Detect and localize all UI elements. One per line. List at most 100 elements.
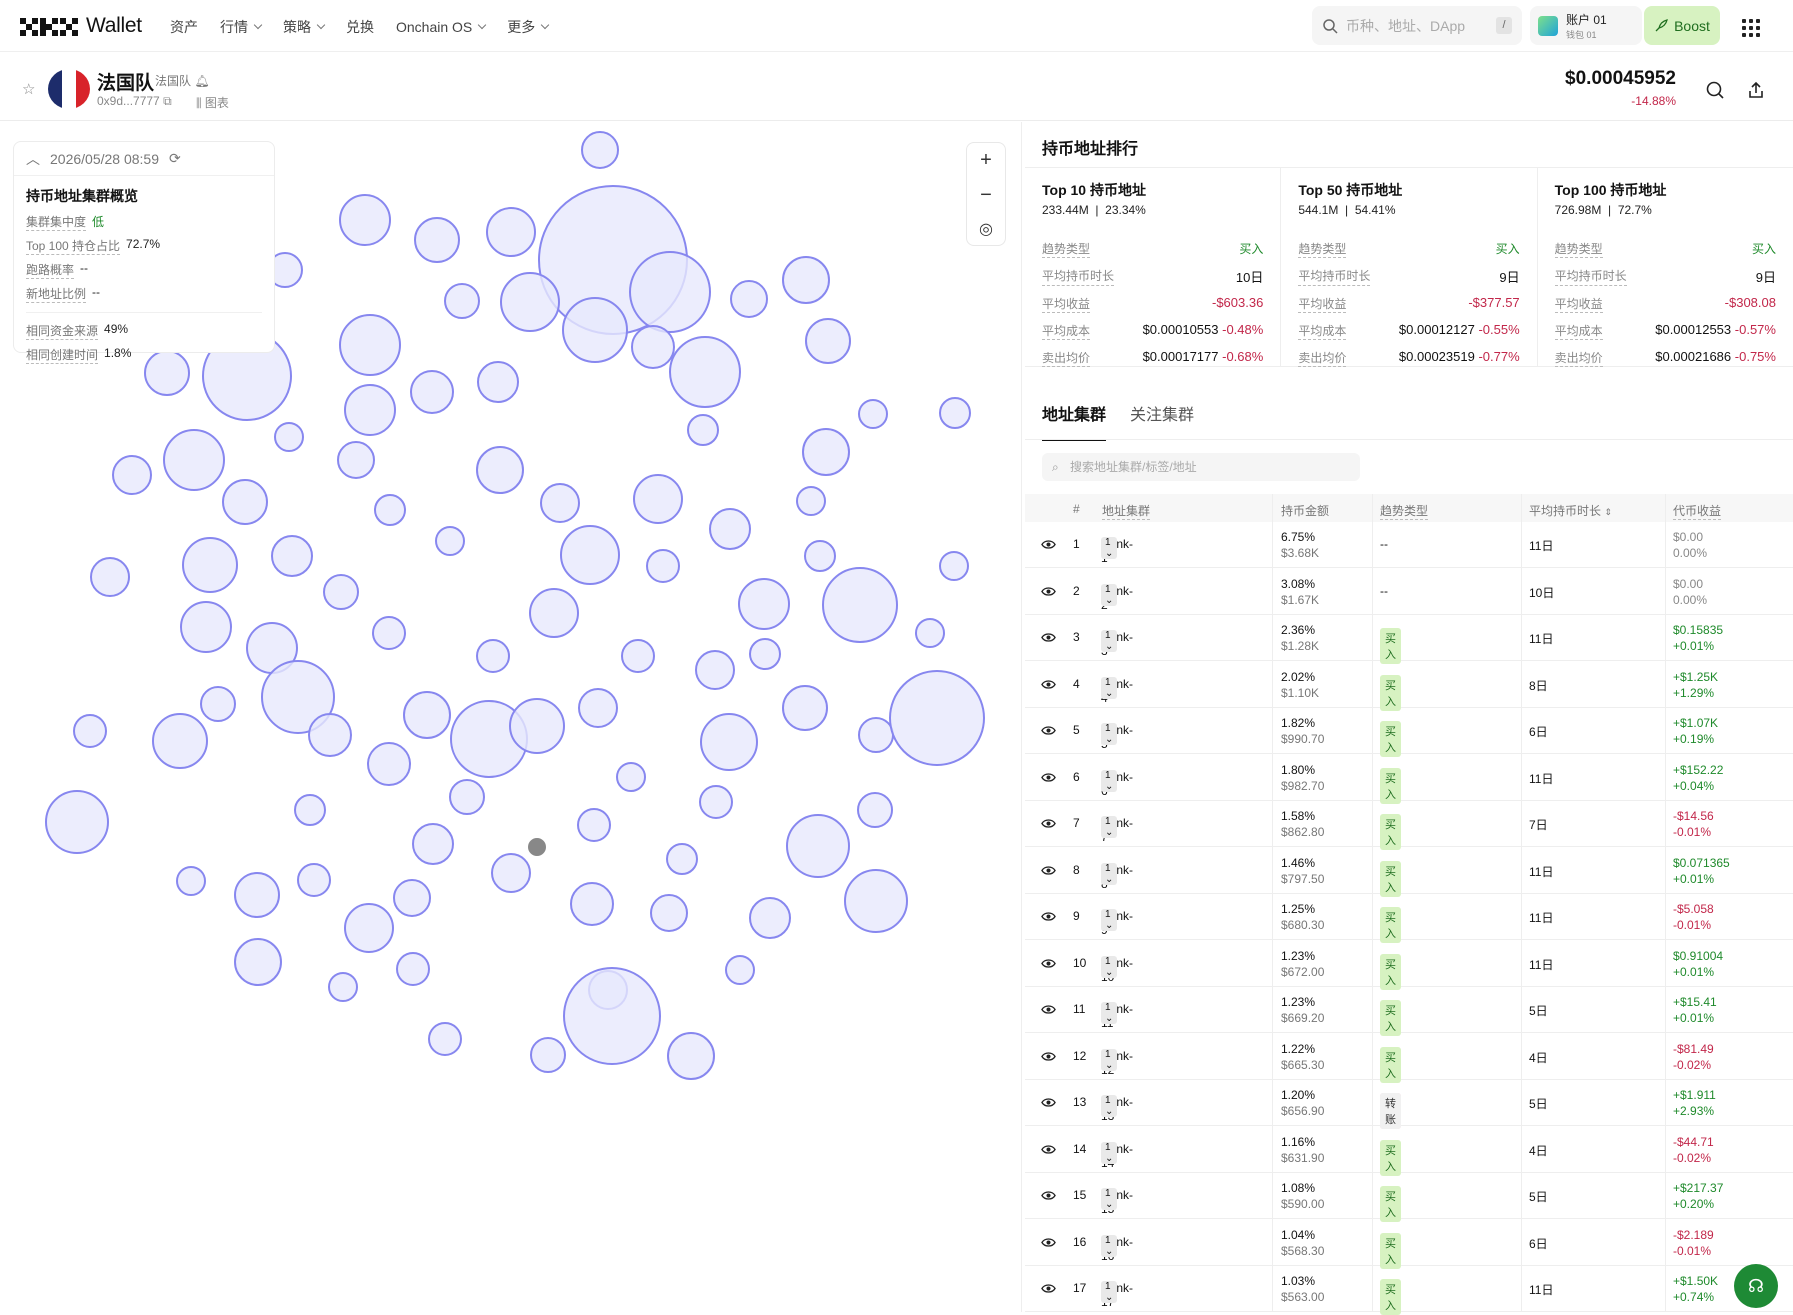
- col-hold-time[interactable]: 平均持币时长 ⇕: [1529, 504, 1612, 518]
- nav-item-more[interactable]: 更多: [507, 17, 550, 37]
- holder-bubble-map[interactable]: [0, 122, 1022, 1312]
- holder-bubble[interactable]: [796, 486, 826, 516]
- eye-icon[interactable]: [1041, 1188, 1056, 1203]
- table-row[interactable]: 8 ○ Rank-8 ♡ 1 ⌄ 1.46% $797.50 买入 11日 $0…: [1025, 848, 1793, 897]
- holder-bubble[interactable]: [939, 397, 971, 429]
- address-count-dropdown[interactable]: 1 ⌄: [1101, 909, 1118, 931]
- nav-item-market[interactable]: 行情: [220, 17, 263, 37]
- eye-icon[interactable]: [1041, 1281, 1056, 1296]
- holder-bubble[interactable]: [616, 762, 646, 792]
- nav-item-strategy[interactable]: 策略: [283, 17, 326, 37]
- holder-bubble[interactable]: [858, 717, 894, 753]
- holder-bubble[interactable]: [802, 428, 850, 476]
- holder-bubble[interactable]: [323, 574, 359, 610]
- apps-grid-icon[interactable]: [1735, 12, 1763, 40]
- holder-bubble[interactable]: [725, 955, 755, 985]
- holder-bubble[interactable]: [152, 713, 208, 769]
- holder-bubble[interactable]: [889, 670, 985, 766]
- chart-link[interactable]: ⫼ 图表: [196, 96, 229, 110]
- holder-bubble[interactable]: [234, 872, 280, 918]
- address-count-dropdown[interactable]: 1 ⌄: [1101, 769, 1118, 792]
- holder-bubble[interactable]: [163, 429, 225, 491]
- holder-bubble[interactable]: [112, 455, 152, 495]
- holder-bubble[interactable]: [393, 879, 431, 917]
- holder-bubble[interactable]: [297, 863, 331, 897]
- holder-bubble[interactable]: [915, 618, 945, 648]
- holder-bubble[interactable]: [90, 557, 130, 597]
- holder-bubble[interactable]: [562, 297, 628, 363]
- holder-bubble[interactable]: [666, 843, 698, 875]
- support-button[interactable]: ☊: [1734, 1264, 1778, 1308]
- table-row[interactable]: 5 ○ Rank-5 ♡ 1 ⌄ 1.82% $990.70 买入 6日 +$1…: [1025, 708, 1793, 757]
- holder-bubble[interactable]: [730, 280, 768, 318]
- holder-bubble[interactable]: [222, 479, 268, 525]
- holder-bubble[interactable]: [477, 361, 519, 403]
- search-input[interactable]: 币种、地址、DApp /: [1312, 6, 1522, 45]
- holder-bubble[interactable]: [486, 207, 536, 257]
- holder-bubble[interactable]: [687, 414, 719, 446]
- favorite-star-icon[interactable]: ☆: [22, 81, 36, 98]
- holder-bubble[interactable]: [412, 823, 454, 865]
- copy-icon[interactable]: ⧉: [163, 94, 172, 108]
- table-row[interactable]: 15 ○ Rank-15 ♡ 1 ⌄ 1.08% $590.00 买入 5日 +…: [1025, 1173, 1793, 1222]
- eye-icon[interactable]: [1041, 584, 1056, 599]
- holder-bubble[interactable]: [491, 853, 531, 893]
- holder-bubble[interactable]: [274, 422, 304, 452]
- cluster-search-input[interactable]: ⌕ 搜索地址集群/标签/地址: [1042, 453, 1360, 481]
- holder-bubble[interactable]: [261, 660, 335, 734]
- holder-bubble[interactable]: [738, 578, 790, 630]
- eye-icon[interactable]: [1041, 1049, 1056, 1064]
- holder-bubble[interactable]: [782, 256, 830, 304]
- bubble-map-panel[interactable]: [0, 122, 1022, 1312]
- holder-bubble[interactable]: [176, 866, 206, 896]
- table-row[interactable]: 14 ○ Rank-14 ♡ 1 ⌄ 1.16% $631.90 买入 4日 -…: [1025, 1127, 1793, 1176]
- holder-bubble[interactable]: [581, 131, 619, 169]
- holder-bubble[interactable]: [444, 283, 480, 319]
- holder-bubble[interactable]: [294, 794, 326, 826]
- bell-icon[interactable]: 🔔︎: [194, 74, 210, 88]
- holder-bubble[interactable]: [629, 251, 711, 333]
- eye-icon[interactable]: [1041, 816, 1056, 831]
- address-count-dropdown[interactable]: 1 ⌄: [1101, 1095, 1118, 1117]
- zoom-out-button[interactable]: −: [980, 184, 992, 206]
- account-switcher[interactable]: 账户 01 钱包 01: [1530, 6, 1642, 45]
- holder-bubble[interactable]: [563, 967, 661, 1065]
- eye-icon[interactable]: [1041, 1235, 1056, 1250]
- holder-bubble[interactable]: [428, 1022, 462, 1056]
- col-profit[interactable]: 代币收益: [1673, 504, 1722, 520]
- table-row[interactable]: 17 ○ Rank-17 ♡ 1 ⌄ 1.03% $563.00 买入 11日 …: [1025, 1266, 1793, 1315]
- eye-icon[interactable]: [1041, 909, 1056, 924]
- holder-bubble[interactable]: [410, 370, 454, 414]
- nav-item-assets[interactable]: 资产: [170, 19, 198, 35]
- table-row[interactable]: 12 ○ Rank-12 ♡ 1 ⌄ 1.22% $665.30 买入 4日 -…: [1025, 1034, 1793, 1083]
- holder-bubble[interactable]: [182, 537, 238, 593]
- address-count-dropdown[interactable]: 1 ⌄: [1101, 630, 1118, 652]
- holder-bubble[interactable]: [709, 508, 751, 550]
- holder-bubble[interactable]: [633, 474, 683, 524]
- holder-bubble[interactable]: [621, 639, 655, 673]
- eye-icon[interactable]: [1041, 630, 1056, 645]
- address-count-dropdown[interactable]: 1 ⌄: [1101, 1188, 1118, 1210]
- holder-bubble[interactable]: [367, 742, 411, 786]
- recenter-icon[interactable]: ◎: [979, 221, 993, 238]
- tab-watched-cluster[interactable]: 关注集群: [1130, 407, 1195, 424]
- holder-bubble[interactable]: [73, 714, 107, 748]
- holder-bubble[interactable]: [700, 713, 758, 771]
- holder-bubble[interactable]: [646, 549, 680, 583]
- holder-bubble[interactable]: [449, 779, 485, 815]
- holder-bubble[interactable]: [540, 483, 580, 523]
- token-bubble-avatar[interactable]: [526, 836, 548, 858]
- col-cluster[interactable]: 地址集群: [1102, 504, 1151, 520]
- refresh-icon[interactable]: ⟳: [169, 150, 181, 166]
- holder-bubble[interactable]: [396, 952, 430, 986]
- holder-bubble[interactable]: [577, 808, 611, 842]
- zoom-in-button[interactable]: +: [980, 149, 992, 171]
- tab-address-cluster[interactable]: 地址集群: [1042, 401, 1107, 441]
- address-count-dropdown[interactable]: 1 ⌄: [1101, 676, 1118, 699]
- holder-bubble[interactable]: [180, 601, 232, 653]
- holder-bubble[interactable]: [786, 814, 850, 878]
- holder-bubble[interactable]: [530, 1037, 566, 1073]
- holder-bubble[interactable]: [337, 441, 375, 479]
- holder-bubble[interactable]: [414, 217, 460, 263]
- holder-bubble[interactable]: [650, 894, 688, 932]
